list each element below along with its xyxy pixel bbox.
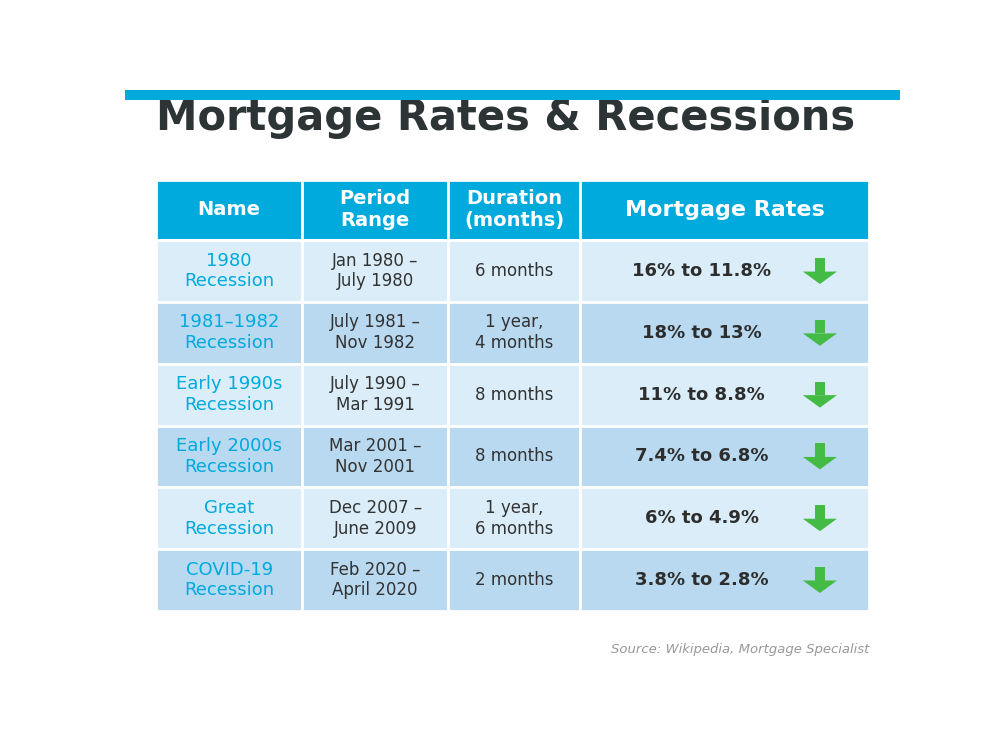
Text: 7.4% to 6.8%: 7.4% to 6.8% bbox=[635, 448, 768, 466]
Text: 1 year,
4 months: 1 year, 4 months bbox=[475, 314, 553, 352]
Bar bbox=[815, 567, 825, 580]
FancyBboxPatch shape bbox=[156, 179, 302, 240]
Text: July 1981 –
Nov 1982: July 1981 – Nov 1982 bbox=[330, 314, 421, 352]
Text: Feb 2020 –
April 2020: Feb 2020 – April 2020 bbox=[330, 560, 420, 599]
Text: Duration
(months): Duration (months) bbox=[464, 189, 564, 230]
Polygon shape bbox=[803, 580, 837, 593]
FancyBboxPatch shape bbox=[580, 425, 869, 488]
FancyBboxPatch shape bbox=[448, 549, 580, 611]
Text: 1 year,
6 months: 1 year, 6 months bbox=[475, 499, 553, 538]
FancyBboxPatch shape bbox=[448, 179, 580, 240]
FancyBboxPatch shape bbox=[302, 240, 448, 302]
Text: 6 months: 6 months bbox=[475, 262, 553, 280]
Bar bbox=[815, 506, 825, 519]
Text: 2 months: 2 months bbox=[475, 571, 554, 589]
Text: Mortgage Rates & Recessions: Mortgage Rates & Recessions bbox=[156, 97, 855, 139]
FancyBboxPatch shape bbox=[156, 488, 302, 549]
Text: Early 1990s
Recession: Early 1990s Recession bbox=[176, 375, 282, 414]
FancyBboxPatch shape bbox=[302, 179, 448, 240]
Bar bbox=[815, 320, 825, 333]
Bar bbox=[815, 443, 825, 457]
Text: Great
Recession: Great Recession bbox=[184, 499, 274, 538]
FancyBboxPatch shape bbox=[580, 179, 869, 240]
Text: 16% to 11.8%: 16% to 11.8% bbox=[632, 262, 771, 280]
FancyBboxPatch shape bbox=[580, 488, 869, 549]
Text: Name: Name bbox=[198, 200, 261, 219]
Text: 8 months: 8 months bbox=[475, 386, 553, 404]
Text: Period
Range: Period Range bbox=[340, 189, 411, 230]
Text: Dec 2007 –
June 2009: Dec 2007 – June 2009 bbox=[329, 499, 422, 538]
Text: 1981–1982
Recession: 1981–1982 Recession bbox=[179, 314, 279, 352]
Polygon shape bbox=[803, 272, 837, 284]
Text: 11% to 8.8%: 11% to 8.8% bbox=[638, 386, 765, 404]
Text: 1980
Recession: 1980 Recession bbox=[184, 252, 274, 290]
FancyBboxPatch shape bbox=[448, 240, 580, 302]
FancyBboxPatch shape bbox=[448, 488, 580, 549]
FancyBboxPatch shape bbox=[302, 302, 448, 364]
FancyBboxPatch shape bbox=[156, 302, 302, 364]
FancyBboxPatch shape bbox=[580, 364, 869, 425]
FancyBboxPatch shape bbox=[302, 549, 448, 611]
Text: 8 months: 8 months bbox=[475, 448, 553, 466]
FancyBboxPatch shape bbox=[156, 549, 302, 611]
FancyBboxPatch shape bbox=[580, 302, 869, 364]
Polygon shape bbox=[803, 395, 837, 407]
Polygon shape bbox=[803, 519, 837, 531]
Polygon shape bbox=[803, 457, 837, 470]
FancyBboxPatch shape bbox=[448, 425, 580, 488]
Text: Mar 2001 –
Nov 2001: Mar 2001 – Nov 2001 bbox=[329, 437, 421, 476]
Text: 3.8% to 2.8%: 3.8% to 2.8% bbox=[635, 571, 768, 589]
Bar bbox=[815, 382, 825, 395]
FancyBboxPatch shape bbox=[302, 425, 448, 488]
Text: July 1990 –
Mar 1991: July 1990 – Mar 1991 bbox=[330, 375, 421, 414]
Bar bbox=[125, 90, 900, 101]
Text: 6% to 4.9%: 6% to 4.9% bbox=[645, 509, 759, 527]
Text: COVID-19
Recession: COVID-19 Recession bbox=[184, 560, 274, 599]
FancyBboxPatch shape bbox=[156, 425, 302, 488]
FancyBboxPatch shape bbox=[156, 364, 302, 425]
FancyBboxPatch shape bbox=[302, 488, 448, 549]
Text: Early 2000s
Recession: Early 2000s Recession bbox=[176, 437, 282, 476]
Bar bbox=[815, 258, 825, 272]
FancyBboxPatch shape bbox=[448, 302, 580, 364]
FancyBboxPatch shape bbox=[302, 364, 448, 425]
FancyBboxPatch shape bbox=[580, 549, 869, 611]
Text: Source: Wikipedia, Mortgage Specialist: Source: Wikipedia, Mortgage Specialist bbox=[611, 643, 869, 656]
FancyBboxPatch shape bbox=[580, 240, 869, 302]
Text: Mortgage Rates: Mortgage Rates bbox=[625, 200, 824, 220]
Text: Jan 1980 –
July 1980: Jan 1980 – July 1980 bbox=[332, 252, 418, 290]
FancyBboxPatch shape bbox=[448, 364, 580, 425]
Polygon shape bbox=[803, 333, 837, 346]
Text: 18% to 13%: 18% to 13% bbox=[642, 324, 761, 342]
FancyBboxPatch shape bbox=[156, 240, 302, 302]
